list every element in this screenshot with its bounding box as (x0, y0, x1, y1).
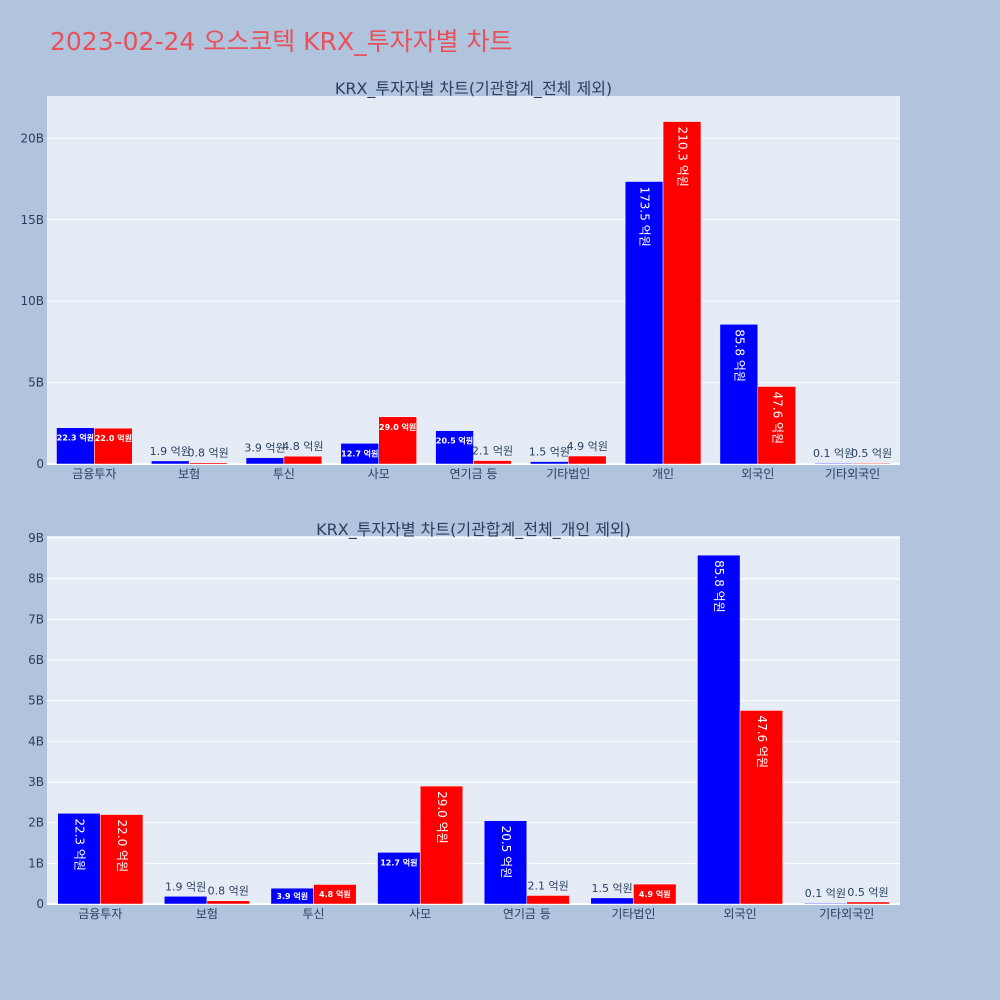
y-tick-label: 0 (36, 897, 44, 911)
bar-a (624, 181, 664, 465)
data-label: 22.3 억원 (57, 433, 94, 443)
data-label: 4.9 억원 (639, 889, 671, 899)
bar-b (419, 785, 464, 905)
data-label: 210.3 억원 (676, 127, 690, 187)
x-tick-label: 사모 (368, 467, 390, 481)
data-label: 4.9 억원 (567, 440, 608, 453)
bar-a (697, 554, 741, 905)
bar-b (757, 386, 796, 465)
data-label: 0.5 억원 (847, 886, 888, 899)
data-label: 22.3 억원 (72, 818, 86, 871)
data-label: 47.6 억원 (755, 715, 769, 768)
y-tick-label: 20B (20, 131, 44, 145)
x-tick-label: 보험 (178, 467, 200, 481)
bar-a (57, 813, 101, 905)
y-tick-label: 7B (28, 612, 44, 626)
bar-b (526, 895, 570, 905)
bar-a (56, 427, 95, 465)
data-label: 0.1 억원 (813, 447, 854, 460)
bar-a (590, 897, 634, 905)
chart-title: KRX_투자자별 차트(기관합계_전체_개인 제외) (316, 520, 631, 540)
x-tick-label: 기타외국인 (825, 467, 880, 481)
page-title: 2023-02-24 오스코텍 KRX_투자자별 차트 (50, 27, 513, 56)
bar-b (473, 460, 512, 465)
data-label: 85.8 억원 (712, 560, 726, 613)
bar-b (633, 883, 677, 905)
bar-b (283, 455, 323, 465)
bar-b (188, 462, 228, 465)
data-label: 2.1 억원 (528, 879, 569, 892)
x-tick-label: 연기금 등 (450, 467, 498, 481)
bar-b (313, 884, 357, 905)
data-label: 20.5 억원 (436, 436, 473, 446)
data-label: 4.8 억원 (282, 440, 323, 453)
data-label: 4.8 억원 (319, 889, 351, 899)
data-label: 3.9 억원 (244, 442, 285, 455)
bar-b (846, 901, 890, 905)
data-label: 0.1 억원 (805, 887, 846, 900)
bar-a (483, 820, 528, 905)
bar-a (164, 896, 208, 905)
data-label: 1.9 억원 (165, 880, 206, 893)
data-label: 0.8 억원 (188, 447, 229, 460)
bar-b (206, 900, 250, 905)
data-label: 47.6 억원 (770, 391, 784, 444)
y-tick-label: 15B (20, 213, 44, 227)
bar-b (568, 455, 607, 465)
y-tick-label: 6B (28, 653, 44, 667)
data-label: 0.8 억원 (208, 885, 249, 898)
bar-b (662, 121, 702, 465)
x-tick-label: 개인 (652, 467, 674, 481)
data-label: 0.5 억원 (851, 447, 892, 460)
x-tick-label: 외국인 (724, 907, 757, 921)
x-tick-label: 금융투자 (78, 907, 122, 921)
y-tick-label: 1B (28, 856, 44, 870)
chart-title: KRX_투자자별 차트(기관합계_전체 제외) (335, 79, 612, 99)
y-tick-label: 5B (28, 376, 44, 390)
x-tick-label: 투신 (273, 467, 295, 481)
data-label: 173.5 억원 (638, 186, 652, 246)
bar-a (803, 902, 847, 905)
bar-b (739, 710, 783, 905)
y-tick-label: 3B (28, 775, 44, 789)
x-tick-label: 사모 (409, 907, 431, 921)
data-label: 20.5 억원 (499, 826, 513, 879)
data-label: 1.5 억원 (591, 882, 632, 895)
data-label: 29.0 억원 (435, 791, 449, 844)
data-label: 12.7 억원 (341, 448, 378, 458)
y-tick-label: 9B (28, 531, 44, 545)
x-tick-label: 투신 (303, 907, 325, 921)
data-label: 12.7 억원 (380, 857, 417, 867)
bar-b (852, 462, 891, 465)
data-label: 3.9 억원 (276, 891, 308, 901)
x-tick-label: 기타법인 (611, 907, 655, 921)
bar-b (100, 814, 144, 905)
x-tick-label: 기타법인 (546, 467, 590, 481)
data-label: 1.5 억원 (529, 446, 570, 459)
data-label: 22.0 억원 (115, 820, 129, 873)
y-tick-label: 0 (36, 457, 44, 471)
y-tick-label: 10B (20, 294, 44, 308)
x-tick-label: 기타외국인 (819, 907, 874, 921)
y-tick-label: 8B (28, 572, 44, 586)
y-tick-label: 2B (28, 816, 44, 830)
bar-b (378, 416, 417, 465)
data-label: 2.1 억원 (472, 445, 513, 458)
y-tick-label: 5B (28, 694, 44, 708)
x-tick-label: 외국인 (741, 467, 774, 481)
bar-a (435, 430, 474, 465)
y-tick-label: 4B (28, 734, 44, 748)
data-label: 1.9 억원 (150, 445, 191, 458)
x-tick-label: 보험 (196, 907, 218, 921)
data-label: 29.0 억원 (379, 422, 416, 432)
bar-a (377, 852, 421, 905)
data-label: 85.8 억원 (732, 329, 746, 382)
x-tick-label: 연기금 등 (503, 907, 551, 921)
bar-b (94, 427, 133, 465)
data-label: 22.0 억원 (95, 433, 132, 443)
bar-a (719, 324, 759, 465)
x-tick-label: 금융투자 (72, 467, 116, 481)
